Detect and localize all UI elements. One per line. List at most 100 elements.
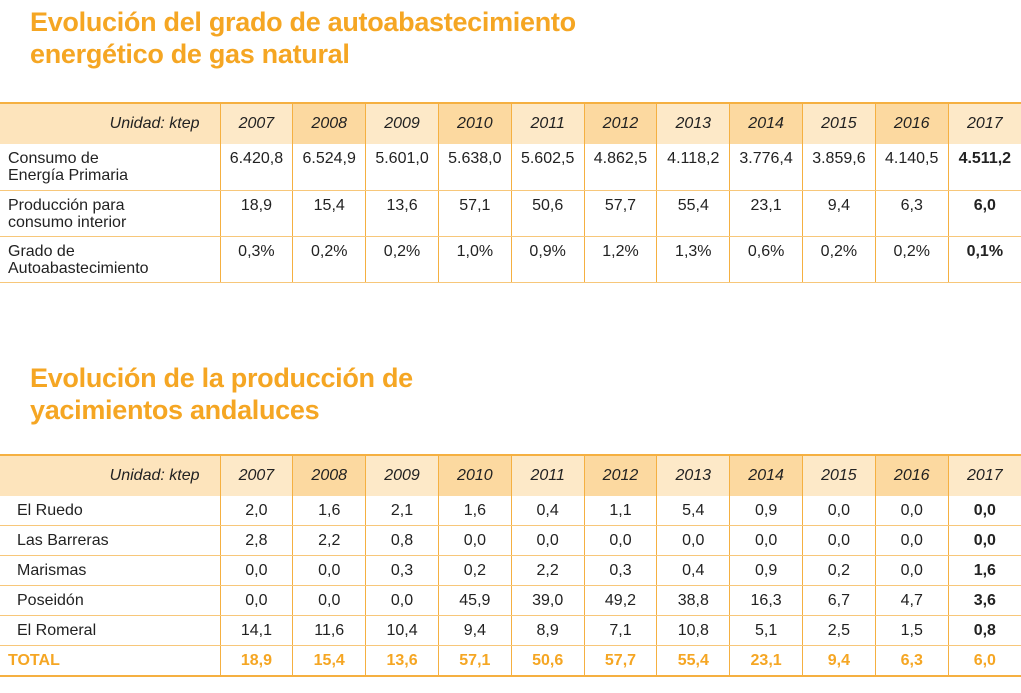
cell-value: 0,2%	[874, 236, 949, 283]
year-header: 2010	[437, 102, 512, 144]
cell-value: 0,4	[656, 555, 730, 586]
cell-value: 4.862,5	[583, 144, 657, 191]
table-row: Marismas 0,0 0,0 0,3 0,2 2,2 0,3 0,4 0,9 0,2 0,0 1,…	[0, 555, 1021, 586]
cell-value: 0,0	[292, 585, 366, 616]
year-header: 2007	[219, 102, 293, 144]
cell-value: 0,0	[874, 496, 949, 526]
cell-value: 10,4	[365, 615, 439, 646]
cell-value: 15,4	[292, 190, 366, 237]
year-header: 2010	[437, 454, 512, 496]
cell-value: 6,0	[947, 645, 1021, 677]
cell-value: 1,5	[874, 615, 949, 646]
year-header: 2015	[802, 454, 876, 496]
cell-value: 6.420,8	[219, 144, 293, 191]
cell-value: 9,4	[802, 645, 876, 677]
table-row: El Romeral 14,1 11,6 10,4 9,4 8,9 7,1 10,8 5,1 2,…	[0, 615, 1021, 646]
table-head: Unidad: ktep 2007 2008 2009 2010 2011 2012 2013…	[0, 102, 1021, 144]
cell-value: 9,4	[437, 615, 512, 646]
cell-value: 4.118,2	[656, 144, 730, 191]
cell-value: 0,0	[947, 496, 1021, 526]
cell-value: 8,9	[510, 615, 585, 646]
cell-value: 14,1	[219, 615, 293, 646]
year-header: 2009	[365, 454, 439, 496]
cell-value: 0,9	[729, 496, 803, 526]
year-header: 2016	[874, 102, 949, 144]
table-row: Grado de Autoabastecimiento 0,3% 0,2% 0,2% 1,…	[0, 236, 1021, 283]
cell-value: 0,9%	[510, 236, 585, 283]
cell-value: 23,1	[729, 645, 803, 677]
cell-value: 1,0%	[437, 236, 512, 283]
cell-value: 5,1	[729, 615, 803, 646]
row-label-line: TOTAL	[8, 651, 60, 669]
year-header: 2008	[292, 454, 366, 496]
cell-value: 5.602,5	[510, 144, 585, 191]
cell-value: 0,0	[219, 585, 293, 616]
cell-value: 4.140,5	[874, 144, 949, 191]
cell-value: 6,3	[874, 190, 949, 237]
cell-value: 0,8	[947, 615, 1021, 646]
cell-value: 38,8	[656, 585, 730, 616]
cell-value: 1,6	[437, 496, 512, 526]
cell-value: 2,5	[802, 615, 876, 646]
cell-value: 45,9	[437, 585, 512, 616]
table-row: El Ruedo 2,0 1,6 2,1 1,6 0,4 1,1 5,4 0,9 0,0 0,0 0,…	[0, 496, 1021, 526]
cell-value: 3,6	[947, 585, 1021, 616]
cell-value: 9,4	[802, 190, 876, 237]
cell-value: 0,0	[292, 555, 366, 586]
table-row: TOTAL 18,9 15,4 13,6 57,1 50,6 57,7 55,4 23,1 9,4…	[0, 645, 1021, 677]
title-line: Evolución del grado de autoabastecimient…	[30, 7, 576, 37]
row-label: TOTAL	[0, 645, 220, 677]
row-label: El Romeral	[0, 615, 220, 646]
year-header: 2017	[947, 454, 1021, 496]
row-label-line: consumo interior	[8, 213, 127, 231]
cell-value: 0,4	[510, 496, 585, 526]
cell-value: 4,7	[874, 585, 949, 616]
table-body: El Ruedo 2,0 1,6 2,1 1,6 0,4 1,1 5,4 0,9 0,0 0,0 0,…	[0, 496, 1021, 677]
year-header: 2017	[947, 102, 1021, 144]
cell-value: 0,2	[802, 555, 876, 586]
row-label-line: Energía Primaria	[8, 167, 129, 184]
title-line: Evolución de la producción de	[30, 363, 413, 393]
year-header: 2012	[583, 102, 657, 144]
cell-value: 16,3	[729, 585, 803, 616]
cell-value: 5.638,0	[437, 144, 512, 191]
cell-value: 1,3%	[656, 236, 730, 283]
year-header: 2007	[219, 454, 293, 496]
year-header: 2008	[292, 102, 366, 144]
row-label-line: El Romeral	[17, 621, 97, 639]
row-label: Grado de Autoabastecimiento	[0, 236, 220, 283]
cell-value: 15,4	[292, 645, 366, 677]
section-title: Evolución del grado de autoabastecimient…	[30, 6, 576, 70]
cell-value: 1,6	[292, 496, 366, 526]
cell-value: 10,8	[656, 615, 730, 646]
cell-value: 0,0	[802, 525, 876, 556]
cell-value: 0,0	[219, 555, 293, 586]
cell-value: 2,8	[219, 525, 293, 556]
table-row: Consumo de Energía Primaria 6.420,8 6.524,9…	[0, 144, 1021, 191]
cell-value: 57,7	[583, 645, 657, 677]
cell-value: 55,4	[656, 190, 730, 237]
table: Unidad: ktep 2007 2008 2009 2010 2011 2012 2013…	[0, 454, 1021, 677]
cell-value: 39,0	[510, 585, 585, 616]
row-label-line: Consumo de	[8, 150, 99, 167]
cell-value: 2,2	[292, 525, 366, 556]
cell-value: 0,2%	[802, 236, 876, 283]
cell-value: 50,6	[510, 645, 585, 677]
year-header: 2011	[510, 454, 585, 496]
year-header: 2014	[729, 102, 803, 144]
cell-value: 0,0	[729, 525, 803, 556]
row-label-line: El Ruedo	[17, 501, 83, 519]
year-header: 2011	[510, 102, 585, 144]
cell-value: 1,2%	[583, 236, 657, 283]
title-line: yacimientos andaluces	[30, 395, 320, 425]
row-label-line: Producción para	[8, 196, 125, 214]
cell-value: 6,7	[802, 585, 876, 616]
row-label: El Ruedo	[0, 496, 220, 526]
cell-value: 0,3%	[219, 236, 293, 283]
section-title: Evolución de la producción de yacimientos…	[30, 362, 413, 426]
year-header: 2014	[729, 454, 803, 496]
row-label: Marismas	[0, 555, 220, 586]
cell-value: 3.859,6	[802, 144, 876, 191]
table: Unidad: ktep 2007 2008 2009 2010 2011 2012 2013…	[0, 102, 1021, 283]
cell-value: 6,0	[947, 190, 1021, 237]
